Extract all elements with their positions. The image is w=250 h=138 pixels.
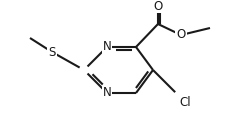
Text: N: N — [103, 40, 112, 54]
Text: O: O — [176, 29, 186, 42]
Text: N: N — [103, 87, 112, 99]
Text: O: O — [154, 0, 162, 13]
Text: Cl: Cl — [179, 96, 191, 109]
Text: S: S — [48, 46, 56, 59]
